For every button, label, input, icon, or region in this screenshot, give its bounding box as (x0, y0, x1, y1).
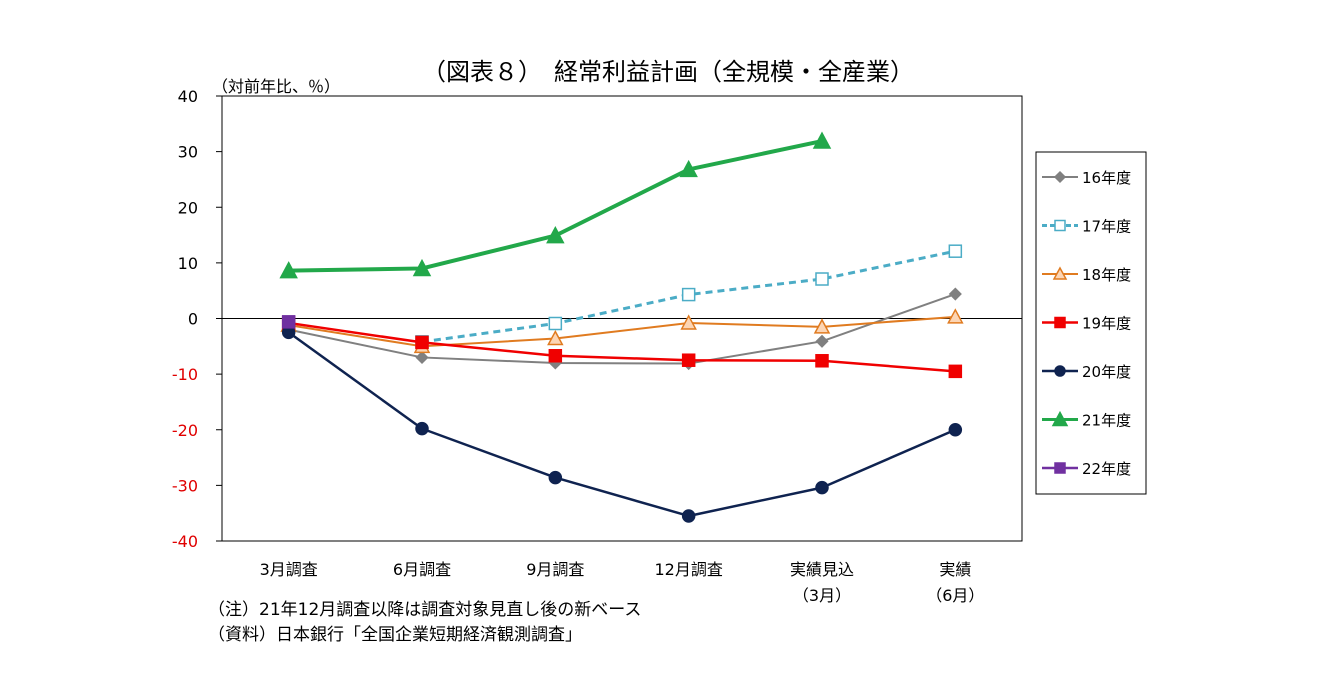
series-21年度 (279, 131, 832, 279)
chart-title: （図表８） 経常利益計画（全規模・全産業） (422, 58, 914, 86)
data-point (948, 287, 962, 301)
series-line (421, 249, 956, 344)
data-point (681, 287, 696, 302)
data-point (681, 353, 696, 367)
x-tick-label-sub: （3月） (793, 586, 851, 605)
data-point (547, 329, 564, 346)
legend-item: 19年度 (1042, 315, 1131, 333)
legend-marker (1054, 316, 1066, 329)
data-point (546, 226, 565, 244)
x-tick-label: 3月調査 (260, 560, 318, 579)
data-point (815, 480, 829, 495)
x-axis: 3月調査 6月調査 9月調査 12月調査 実績見込 （3月） 実績 （6月） (260, 560, 985, 605)
legend-item: 21年度 (1042, 410, 1131, 430)
footnote: （注）21年12月調査以降は調査対象見直し後の新ベース (208, 600, 641, 620)
legend-label: 20年度 (1082, 363, 1131, 381)
legend-item: 20年度 (1042, 363, 1131, 381)
data-point (815, 272, 829, 286)
legend-label: 21年度 (1082, 412, 1131, 430)
data-point (415, 350, 429, 364)
legend-item: 16年度 (1042, 169, 1131, 187)
data-point (548, 470, 563, 485)
x-tick-label: 実績見込 (790, 560, 854, 579)
legend-marker (1054, 365, 1066, 377)
data-point (812, 131, 832, 149)
legend-label: 19年度 (1082, 315, 1131, 333)
legend-item: 22年度 (1042, 460, 1131, 478)
series-22年度 (281, 315, 296, 329)
legend-marker (1054, 462, 1066, 474)
data-point (948, 423, 963, 437)
x-tick-label: 9月調査 (526, 560, 584, 579)
series-line (288, 321, 956, 373)
data-point (815, 354, 829, 368)
data-point (813, 318, 831, 334)
series-20年度 (281, 325, 963, 523)
legend-box (1035, 151, 1147, 495)
data-point (815, 334, 829, 348)
legend: 16年度 17年度 18年度 19年度 20年度 21年度 22年度 (1035, 151, 1147, 495)
series-line (288, 293, 956, 365)
legend-item: 17年度 (1042, 218, 1131, 236)
data-point (279, 261, 298, 279)
data-point (415, 421, 429, 436)
y-tick-label: 0 (188, 310, 198, 329)
data-point (679, 159, 698, 178)
source-note: （資料）日本銀行「全国企業短期経済観測調査」 (208, 625, 582, 645)
y-tick-label: 10 (178, 254, 198, 273)
legend-label: 18年度 (1082, 266, 1131, 284)
legend-marker (1054, 219, 1066, 232)
legend-label: 16年度 (1082, 169, 1131, 187)
series-line (287, 331, 956, 518)
series-layer (279, 131, 964, 523)
x-tick-label: 12月調査 (654, 560, 722, 579)
data-point (412, 258, 432, 277)
y-axis-unit-label: （対前年比、％） (212, 77, 340, 96)
data-point (281, 315, 296, 329)
data-point (681, 509, 696, 523)
x-tick-label: 6月調査 (393, 560, 451, 579)
legend-item: 18年度 (1042, 266, 1131, 284)
x-tick-label-sub: （6月） (926, 586, 984, 605)
legend-marker (1053, 170, 1067, 184)
legend-label: 22年度 (1082, 460, 1131, 478)
x-tick-label: 実績 (939, 560, 971, 579)
data-point (680, 314, 697, 330)
data-point (548, 349, 563, 363)
y-tick-label: 40 (178, 87, 198, 106)
series-line (288, 315, 956, 348)
data-point (948, 364, 963, 379)
legend-marker (1051, 410, 1069, 427)
data-point (947, 308, 964, 324)
y-tick-label: 30 (178, 143, 198, 162)
y-tick-label: 20 (178, 198, 198, 217)
y-axis: 40 30 20 10 0 -10 -20 -30 -40 (172, 87, 1022, 551)
data-point (548, 316, 563, 331)
data-point (415, 335, 429, 350)
legend-label: 17年度 (1082, 218, 1131, 236)
legend-marker (1052, 266, 1068, 280)
y-tick-label: -30 (172, 476, 198, 495)
data-point (948, 244, 963, 258)
y-tick-label: -20 (172, 421, 198, 440)
y-tick-label: -40 (172, 532, 198, 551)
y-tick-label: -10 (172, 365, 198, 384)
